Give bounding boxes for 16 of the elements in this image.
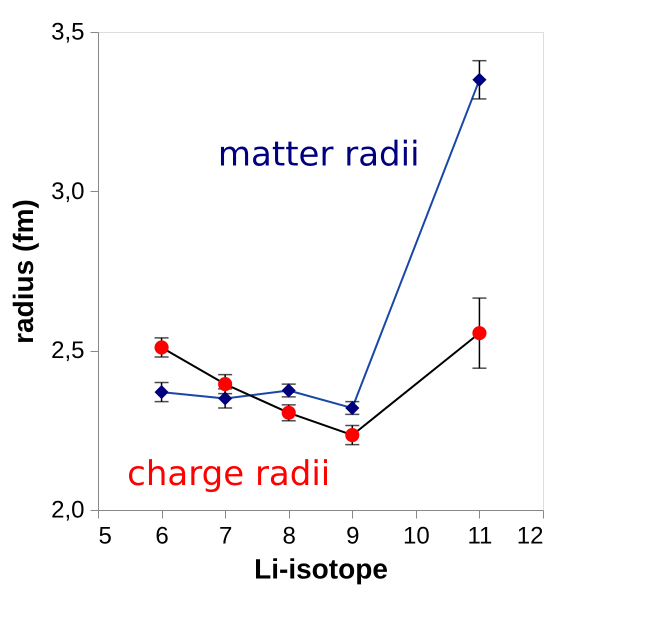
- series-label: charge radii: [127, 454, 330, 494]
- x-tick-label: 11: [467, 522, 492, 550]
- x-tick-label: 10: [403, 522, 430, 550]
- x-tick-label: 6: [155, 522, 169, 550]
- y-tick-label: 3,0: [51, 178, 84, 205]
- x-axis-title: Li-isotope: [254, 554, 388, 584]
- x-tick-label: 9: [346, 522, 360, 550]
- y-axis-title: radius (fm): [8, 199, 40, 344]
- y-tick-label: 2,0: [51, 496, 84, 524]
- x-tick-label: 5: [98, 522, 112, 550]
- text: matter radii: [218, 134, 420, 174]
- x-tick-label: 8: [282, 522, 296, 550]
- y-tick-label: 2,5: [51, 337, 84, 364]
- x-tick-label: 12: [516, 522, 544, 550]
- y-tick-label: 3,5: [51, 18, 84, 46]
- x-tick-label: 7: [218, 522, 232, 550]
